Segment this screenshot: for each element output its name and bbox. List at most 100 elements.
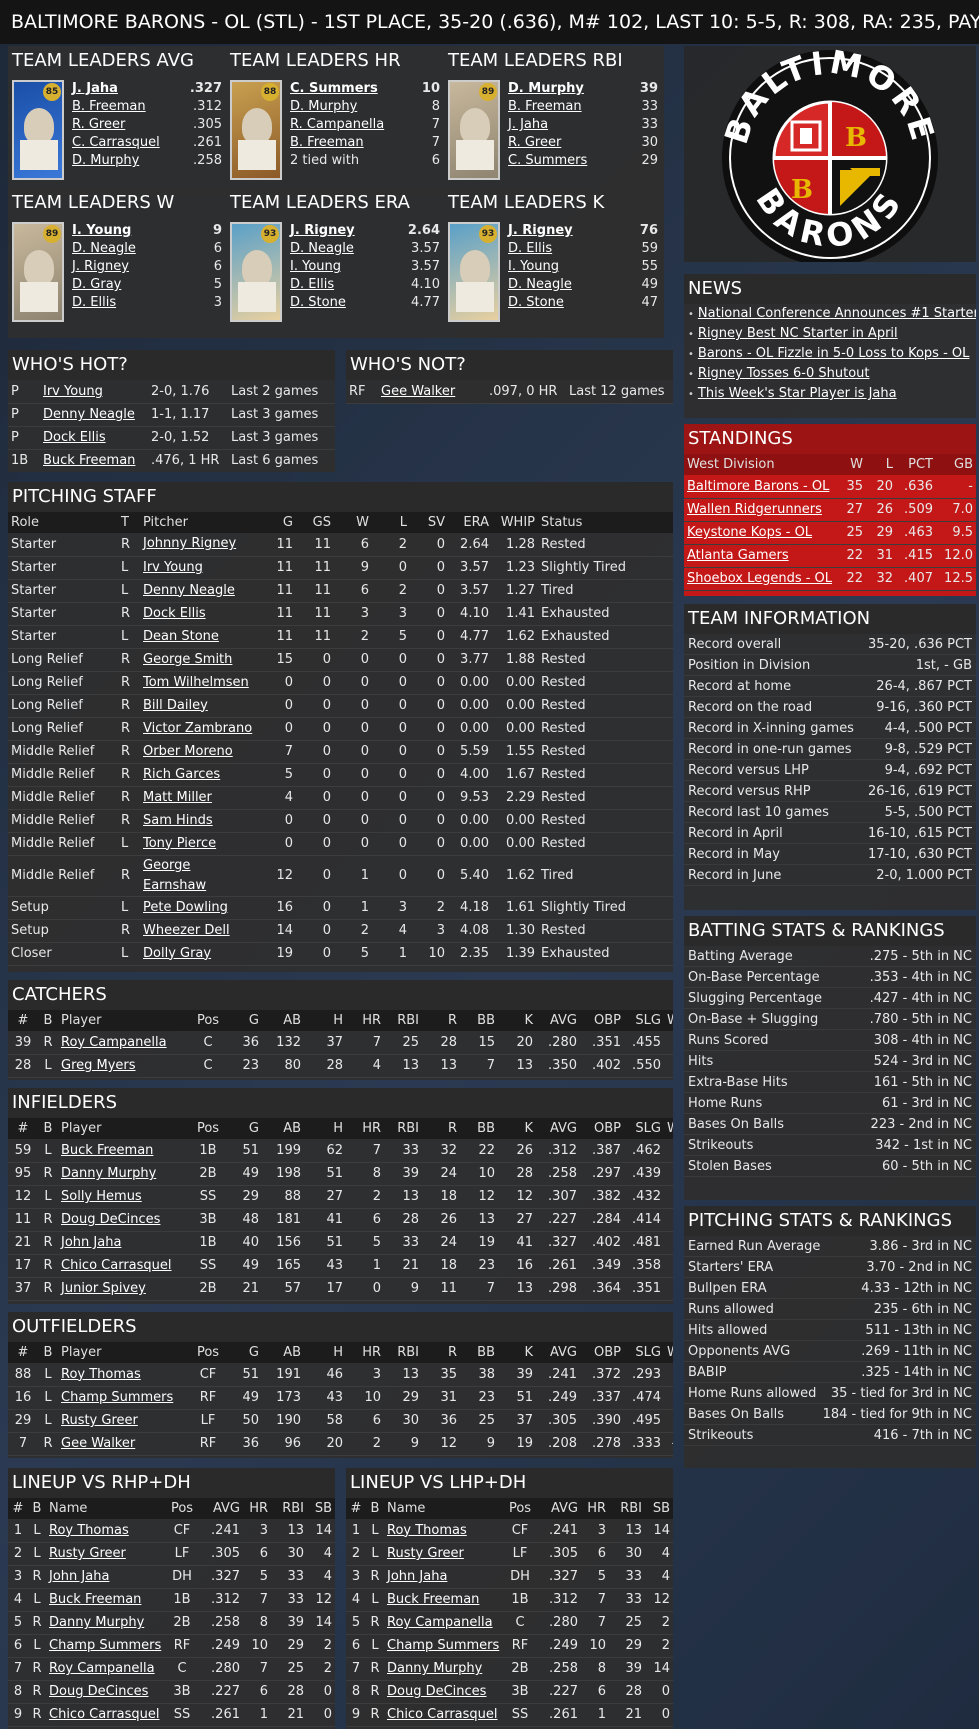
column-header: Player [58, 1118, 188, 1139]
player-link[interactable]: Matt Miller [143, 789, 212, 805]
leader-name[interactable]: D. Ellis [508, 241, 553, 256]
leader-name[interactable]: J. Rigney [290, 223, 355, 238]
player-link[interactable]: Champ Summers [61, 1390, 174, 1405]
player-link[interactable]: John Jaha [61, 1235, 122, 1250]
player-link[interactable]: Solly Hemus [61, 1189, 142, 1204]
leader-name[interactable]: J. Rigney [508, 223, 573, 238]
leader-name[interactable]: B. Freeman [508, 99, 582, 114]
player-link[interactable]: Pete Dowling [143, 899, 228, 915]
player-link[interactable]: Roy Thomas [49, 1522, 129, 1538]
player-link[interactable]: Roy Campanella [49, 1661, 155, 1676]
news-item[interactable]: • Rigney Best NC Starter in April [684, 324, 976, 344]
player-link[interactable]: Roy Campanella [61, 1034, 167, 1050]
leader-name[interactable]: I. Young [290, 259, 341, 274]
player-link[interactable]: Gee Walker [61, 1436, 136, 1451]
player-link[interactable]: Roy Campanella [387, 1615, 493, 1630]
player-link[interactable]: Dean Stone [143, 628, 219, 644]
player-link[interactable]: Johnny Rigney [143, 536, 237, 552]
leader-name[interactable]: B. Freeman [290, 135, 364, 150]
player-link[interactable]: Rusty Greer [49, 1546, 126, 1561]
player-link[interactable]: Bill Dailey [143, 697, 208, 713]
leader-name[interactable]: D. Murphy [72, 153, 140, 168]
leader-name[interactable]: D. Murphy [290, 99, 358, 114]
news-item[interactable]: • This Week's Star Player is Jaha [684, 384, 976, 404]
player-link[interactable]: Irv Young [43, 383, 103, 399]
news-item[interactable]: • Barons - OL Fizzle in 5-0 Loss to Kops … [684, 344, 976, 364]
leader-name[interactable]: C. Summers [508, 153, 588, 168]
player-link[interactable]: Rusty Greer [387, 1546, 464, 1561]
news-headline[interactable]: Rigney Best NC Starter in April [697, 326, 898, 341]
leader-name[interactable]: D. Neagle [72, 241, 136, 256]
player-link[interactable]: Dolly Gray [143, 945, 212, 961]
player-link[interactable]: Danny Murphy [49, 1615, 145, 1630]
player-link[interactable]: Denny Neagle [143, 582, 235, 598]
leader-name[interactable]: D. Ellis [72, 295, 117, 310]
player-link[interactable]: Champ Summers [387, 1638, 500, 1653]
player-link[interactable]: Doug DeCinces [49, 1684, 149, 1699]
leader-name[interactable]: R. Greer [72, 117, 126, 132]
player-link[interactable]: George Earnshaw [143, 857, 207, 893]
player-link[interactable]: John Jaha [387, 1569, 448, 1584]
news-headline[interactable]: National Conference Announces #1 Starter [697, 306, 976, 321]
player-link[interactable]: Atlanta Gamers [687, 548, 789, 563]
player-link[interactable]: Rich Garces [143, 766, 221, 782]
player-link[interactable]: Doug DeCinces [387, 1684, 487, 1699]
player-link[interactable]: Gee Walker [381, 383, 456, 399]
leader-name[interactable]: R. Greer [508, 135, 562, 150]
player-link[interactable]: Buck Freeman [387, 1592, 480, 1607]
player-link[interactable]: Buck Freeman [43, 453, 136, 468]
player-link[interactable]: Dock Ellis [43, 430, 106, 445]
player-link[interactable]: Baltimore Barons - OL [687, 478, 830, 494]
player-link[interactable]: Chico Carrasquel [61, 1258, 172, 1273]
leader-name[interactable]: D. Neagle [290, 241, 354, 256]
column-header: RBI [384, 1118, 422, 1139]
player-link[interactable]: Irv Young [143, 559, 203, 575]
leader-name[interactable]: D. Ellis [290, 277, 335, 292]
player-link[interactable]: Shoebox Legends - OL [687, 571, 833, 586]
leader-name[interactable]: J. Jaha [72, 81, 118, 96]
leader-name[interactable]: D. Stone [290, 295, 346, 310]
player-link[interactable]: Dock Ellis [143, 605, 206, 621]
leader-name[interactable]: D. Stone [508, 295, 564, 310]
player-link[interactable]: Junior Spivey [61, 1281, 146, 1296]
leader-name[interactable]: D. Murphy [508, 81, 584, 96]
player-link[interactable]: Roy Thomas [61, 1366, 141, 1382]
player-link[interactable]: Champ Summers [49, 1638, 162, 1653]
leader-name[interactable]: I. Young [508, 259, 559, 274]
leader-name[interactable]: I. Young [72, 223, 132, 238]
news-headline[interactable]: Rigney Tosses 6-0 Shutout [697, 366, 870, 381]
player-link[interactable]: Roy Thomas [387, 1522, 467, 1538]
leader-name[interactable]: D. Gray [72, 277, 122, 292]
news-item[interactable]: • Rigney Tosses 6-0 Shutout [684, 364, 976, 384]
player-link[interactable]: Rusty Greer [61, 1413, 138, 1428]
leader-name[interactable]: D. Neagle [508, 277, 572, 292]
player-link[interactable]: Denny Neagle [43, 407, 135, 422]
leader-name[interactable]: B. Freeman [72, 99, 146, 114]
player-link[interactable]: Danny Murphy [387, 1661, 483, 1676]
player-link[interactable]: Tony Pierce [143, 835, 217, 851]
player-link[interactable]: Victor Zambrano [143, 720, 253, 736]
player-link[interactable]: Buck Freeman [61, 1142, 154, 1158]
player-link[interactable]: Doug DeCinces [61, 1212, 161, 1227]
leader-name[interactable]: R. Campanella [290, 117, 385, 132]
player-link[interactable]: Chico Carrasquel [387, 1707, 498, 1722]
leader-name[interactable]: C. Summers [290, 81, 378, 96]
player-link[interactable]: Chico Carrasquel [49, 1707, 160, 1722]
leader-name[interactable]: J. Jaha [508, 117, 549, 132]
player-link[interactable]: Keystone Kops - OL [687, 525, 813, 540]
player-link[interactable]: Wheezer Dell [143, 922, 230, 938]
player-link[interactable]: Orber Moreno [143, 743, 233, 759]
player-link[interactable]: John Jaha [49, 1569, 110, 1584]
leader-name[interactable]: J. Rigney [72, 259, 129, 274]
player-link[interactable]: Tom Wilhelmsen [143, 674, 249, 690]
player-link[interactable]: Buck Freeman [49, 1592, 142, 1607]
player-link[interactable]: Wallen Ridgerunners [687, 502, 822, 517]
player-link[interactable]: Greg Myers [61, 1058, 136, 1073]
player-link[interactable]: Sam Hinds [143, 812, 213, 828]
news-headline[interactable]: This Week's Star Player is Jaha [697, 386, 897, 401]
news-headline[interactable]: Barons - OL Fizzle in 5-0 Loss to Kops -… [697, 346, 970, 361]
leader-name[interactable]: C. Carrasquel [72, 135, 160, 150]
player-link[interactable]: Danny Murphy [61, 1166, 157, 1181]
news-item[interactable]: • National Conference Announces #1 Starte… [684, 304, 976, 324]
player-link[interactable]: George Smith [143, 651, 233, 667]
